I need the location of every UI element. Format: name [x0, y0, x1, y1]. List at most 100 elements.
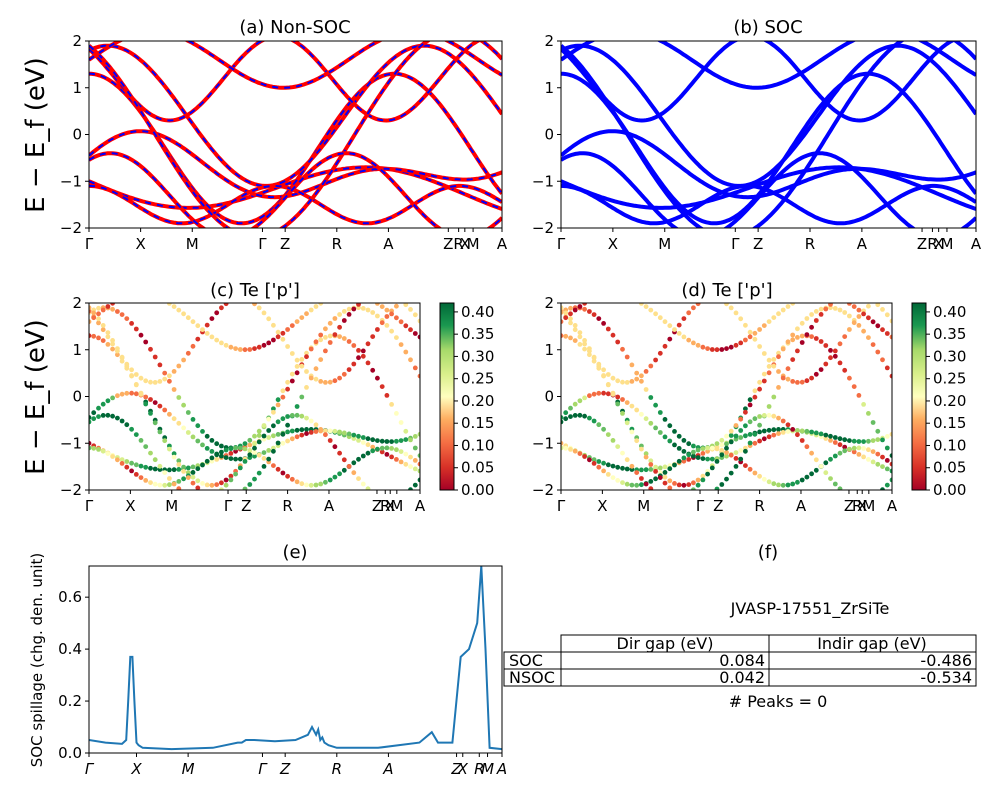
projection-point [360, 481, 366, 487]
projection-point [828, 476, 833, 481]
projection-point [105, 304, 111, 309]
projection-point [233, 346, 239, 351]
xtick-label: R [927, 235, 937, 253]
projection-point [138, 463, 144, 469]
projection-point [861, 402, 866, 407]
projection-point [110, 338, 115, 343]
projection-point [643, 467, 649, 473]
projection-point [261, 464, 267, 469]
projection-point [639, 482, 644, 488]
projection-point [408, 307, 413, 312]
projection-point [417, 468, 420, 474]
projection-point [629, 463, 635, 469]
projection-point [766, 404, 772, 409]
projection-point [639, 303, 644, 306]
projection-point [639, 467, 644, 473]
projection-point [866, 457, 871, 462]
projection-point [289, 378, 295, 384]
projection-point [780, 307, 786, 313]
projection-point [332, 428, 338, 434]
xtick-label: A [497, 235, 508, 253]
projection-point [143, 394, 149, 400]
projection-point [204, 446, 210, 451]
projection-point [275, 334, 281, 340]
material-name: JVASP-17551_ZrSiTe [730, 599, 890, 619]
projection-point [96, 447, 101, 452]
projection-point [181, 469, 187, 474]
projection-point [190, 470, 196, 475]
projection-point [738, 456, 744, 462]
projection-point [568, 316, 573, 322]
header-dir-gap: Dir gap (eV) [617, 634, 714, 653]
projection-point [389, 454, 394, 460]
projection-point [672, 327, 677, 332]
projection-point [719, 347, 725, 352]
projection-point [417, 334, 420, 340]
projection-point [790, 379, 796, 384]
projection-point [105, 398, 111, 404]
projection-point [351, 470, 357, 476]
projection-point [733, 456, 739, 461]
projection-point [223, 477, 229, 483]
projection-point [204, 482, 210, 488]
projection-point [228, 451, 234, 456]
projection-point [889, 334, 892, 340]
projection-point [795, 380, 800, 385]
projection-point [356, 438, 361, 443]
projection-point [870, 449, 876, 454]
projection-point [705, 448, 710, 454]
band-nsoc-dashed-5 [89, 184, 502, 225]
projection-point [724, 445, 729, 451]
colorbar-tick-label: 0.40 [933, 303, 966, 321]
projection-point [681, 334, 687, 340]
projection-point [285, 429, 290, 435]
projection-point [195, 323, 201, 329]
xtick-label: A [383, 235, 394, 253]
projection-point [568, 335, 573, 341]
projection-point [223, 482, 229, 488]
projection-point [761, 428, 767, 434]
projection-point [308, 430, 314, 435]
projection-point [823, 361, 829, 367]
projection-point [327, 333, 333, 339]
projection-point [119, 358, 125, 364]
projection-point [119, 391, 125, 397]
xtick-label: X [934, 235, 944, 253]
projection-point [152, 380, 158, 385]
projection-point [776, 369, 781, 374]
projection-point [601, 468, 606, 474]
projection-point [587, 309, 592, 314]
projection-point [795, 428, 800, 434]
projection-point [870, 459, 876, 465]
projection-point [110, 306, 115, 312]
xtick-label: X [857, 497, 867, 515]
projection-point [813, 457, 819, 463]
projection-point [568, 414, 573, 419]
projection-point [275, 440, 281, 446]
projection-point [247, 448, 253, 453]
projection-point [563, 416, 569, 422]
xtick-label: M [467, 235, 480, 253]
projection-point [91, 416, 97, 422]
projection-point [818, 431, 824, 437]
projection-point [417, 318, 420, 324]
projection-point [337, 312, 342, 317]
panel-c-scatter [89, 303, 420, 490]
projection-point [138, 392, 144, 397]
projection-point [412, 365, 418, 371]
projection-point [639, 446, 644, 452]
panel-c-frame [88, 302, 421, 491]
projection-point [752, 388, 758, 394]
projection-point [861, 439, 866, 444]
projection-point [365, 450, 371, 456]
projection-point [157, 463, 163, 469]
projection-point [190, 464, 196, 470]
projection-point [271, 433, 276, 439]
projection-point [280, 416, 286, 422]
projection-point [681, 316, 687, 321]
projection-point [629, 379, 635, 384]
projection-point [676, 433, 682, 439]
projection-point [148, 411, 153, 416]
projection-point [181, 476, 187, 482]
